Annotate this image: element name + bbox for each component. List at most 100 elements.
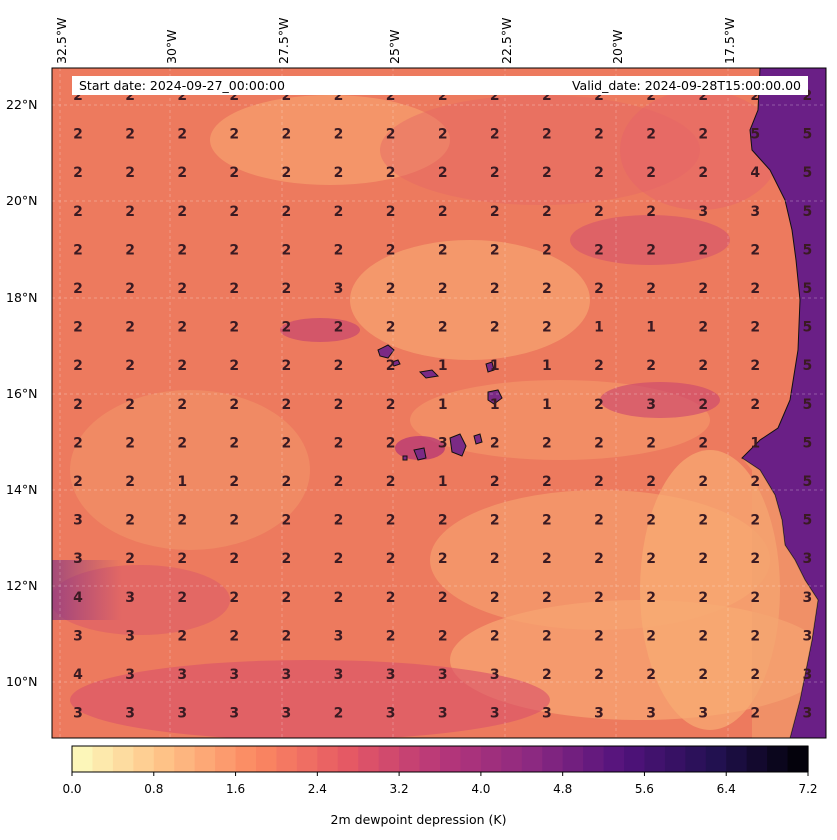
colorbar-segment <box>767 746 789 772</box>
grid-value: 2 <box>750 551 760 567</box>
lat-label: 22°N <box>6 97 38 112</box>
grid-value: 2 <box>125 320 135 336</box>
grid-value: 2 <box>125 358 135 374</box>
grid-value: 2 <box>438 242 448 258</box>
grid-value: 2 <box>73 435 83 451</box>
grid-value: 3 <box>490 706 500 722</box>
grid-value: 2 <box>594 88 604 104</box>
colorbar-tick-label: 4.8 <box>553 782 573 796</box>
grid-value: 2 <box>594 281 604 297</box>
grid-value: 3 <box>73 551 83 567</box>
coast-light-strip <box>742 458 818 738</box>
grid-value: 2 <box>750 242 760 258</box>
colorbar-segment <box>562 746 584 772</box>
grid-value: 1 <box>490 358 500 374</box>
grid-value: 2 <box>177 204 187 220</box>
lat-label: 10°N <box>6 674 38 689</box>
grid-value: 2 <box>490 628 500 644</box>
grid-value: 2 <box>125 281 135 297</box>
grid-value: 2 <box>750 358 760 374</box>
grid-value: 2 <box>73 242 83 258</box>
colorbar-segment <box>787 746 809 772</box>
grid-value: 2 <box>646 281 656 297</box>
colorbar-segment <box>726 746 748 772</box>
colorbar-tick-label: 0.0 <box>62 782 82 796</box>
grid-value: 2 <box>229 127 239 143</box>
grid-value: 2 <box>594 242 604 258</box>
grid-value: 3 <box>125 667 135 683</box>
grid-value: 2 <box>282 551 292 567</box>
lat-label: 16°N <box>6 386 38 401</box>
colorbar-segment <box>583 746 605 772</box>
grid-value: 2 <box>542 590 552 606</box>
grid-value: 2 <box>490 590 500 606</box>
grid-value: 2 <box>282 127 292 143</box>
colorbar-segment <box>440 746 462 772</box>
grid-value: 3 <box>73 513 83 529</box>
grid-value: 1 <box>490 397 500 413</box>
grid-value: 1 <box>542 358 552 374</box>
grid-value: 2 <box>334 320 344 336</box>
grid-value: 2 <box>386 204 396 220</box>
grid-value: 2 <box>334 590 344 606</box>
grid-value: 2 <box>750 590 760 606</box>
cape-verde-islands <box>377 344 503 461</box>
grid-value: 2 <box>750 281 760 297</box>
grid-value: 2 <box>594 165 604 181</box>
grid-value: 5 <box>803 281 813 297</box>
grid-value: 2 <box>750 706 760 722</box>
grid-value: 2 <box>282 590 292 606</box>
grid-value: 5 <box>803 320 813 336</box>
grid-value: 2 <box>594 551 604 567</box>
grid-value: 2 <box>698 474 708 490</box>
grid-value: 2 <box>646 165 656 181</box>
grid-value: 3 <box>750 204 760 220</box>
grid-value: 2 <box>438 88 448 104</box>
grid-value: 2 <box>594 127 604 143</box>
grid-value: 3 <box>334 628 344 644</box>
grid-value: 2 <box>386 281 396 297</box>
grid-value: 2 <box>282 397 292 413</box>
grid-value: 3 <box>698 204 708 220</box>
grid-value: 2 <box>646 435 656 451</box>
colorbar <box>71 746 809 776</box>
grid-value: 2 <box>334 513 344 529</box>
grid-value: 2 <box>646 88 656 104</box>
colorbar-segment <box>358 746 380 772</box>
grid-value: 2 <box>490 127 500 143</box>
start-date-text: Start date: 2024-09-27_00:00:00 <box>79 78 285 93</box>
grid-value: 3 <box>803 590 813 606</box>
grid-value: 2 <box>698 88 708 104</box>
grid-value: 2 <box>438 513 448 529</box>
header-box <box>72 76 808 95</box>
grid-value: 3 <box>229 667 239 683</box>
grid-value: 3 <box>438 435 448 451</box>
grid-value: 2 <box>594 358 604 374</box>
colorbar-tick-label: 7.2 <box>798 782 818 796</box>
grid-value: 2 <box>229 435 239 451</box>
colorbar-tick-label: 3.2 <box>389 782 409 796</box>
grid-value: 2 <box>229 204 239 220</box>
grid-value: 2 <box>438 281 448 297</box>
grid-value: 2 <box>698 513 708 529</box>
colorbar-segment <box>685 746 707 772</box>
grid-value: 3 <box>542 706 552 722</box>
grid-value: 3 <box>282 706 292 722</box>
grid-value: 2 <box>229 281 239 297</box>
grid-value: 2 <box>177 281 187 297</box>
graticule <box>52 68 826 738</box>
grid-value: 2 <box>282 628 292 644</box>
grid-value: 2 <box>594 513 604 529</box>
lon-label: 22.5°W <box>499 17 514 64</box>
grid-value: 2 <box>646 204 656 220</box>
colorbar-segment <box>296 746 318 772</box>
colorbar-segment <box>460 746 482 772</box>
grid-value: 2 <box>750 628 760 644</box>
colorbar-segment <box>378 746 400 772</box>
grid-value: 2 <box>125 435 135 451</box>
grid-value: 2 <box>750 474 760 490</box>
grid-value: 2 <box>386 435 396 451</box>
grid-value: 2 <box>646 127 656 143</box>
